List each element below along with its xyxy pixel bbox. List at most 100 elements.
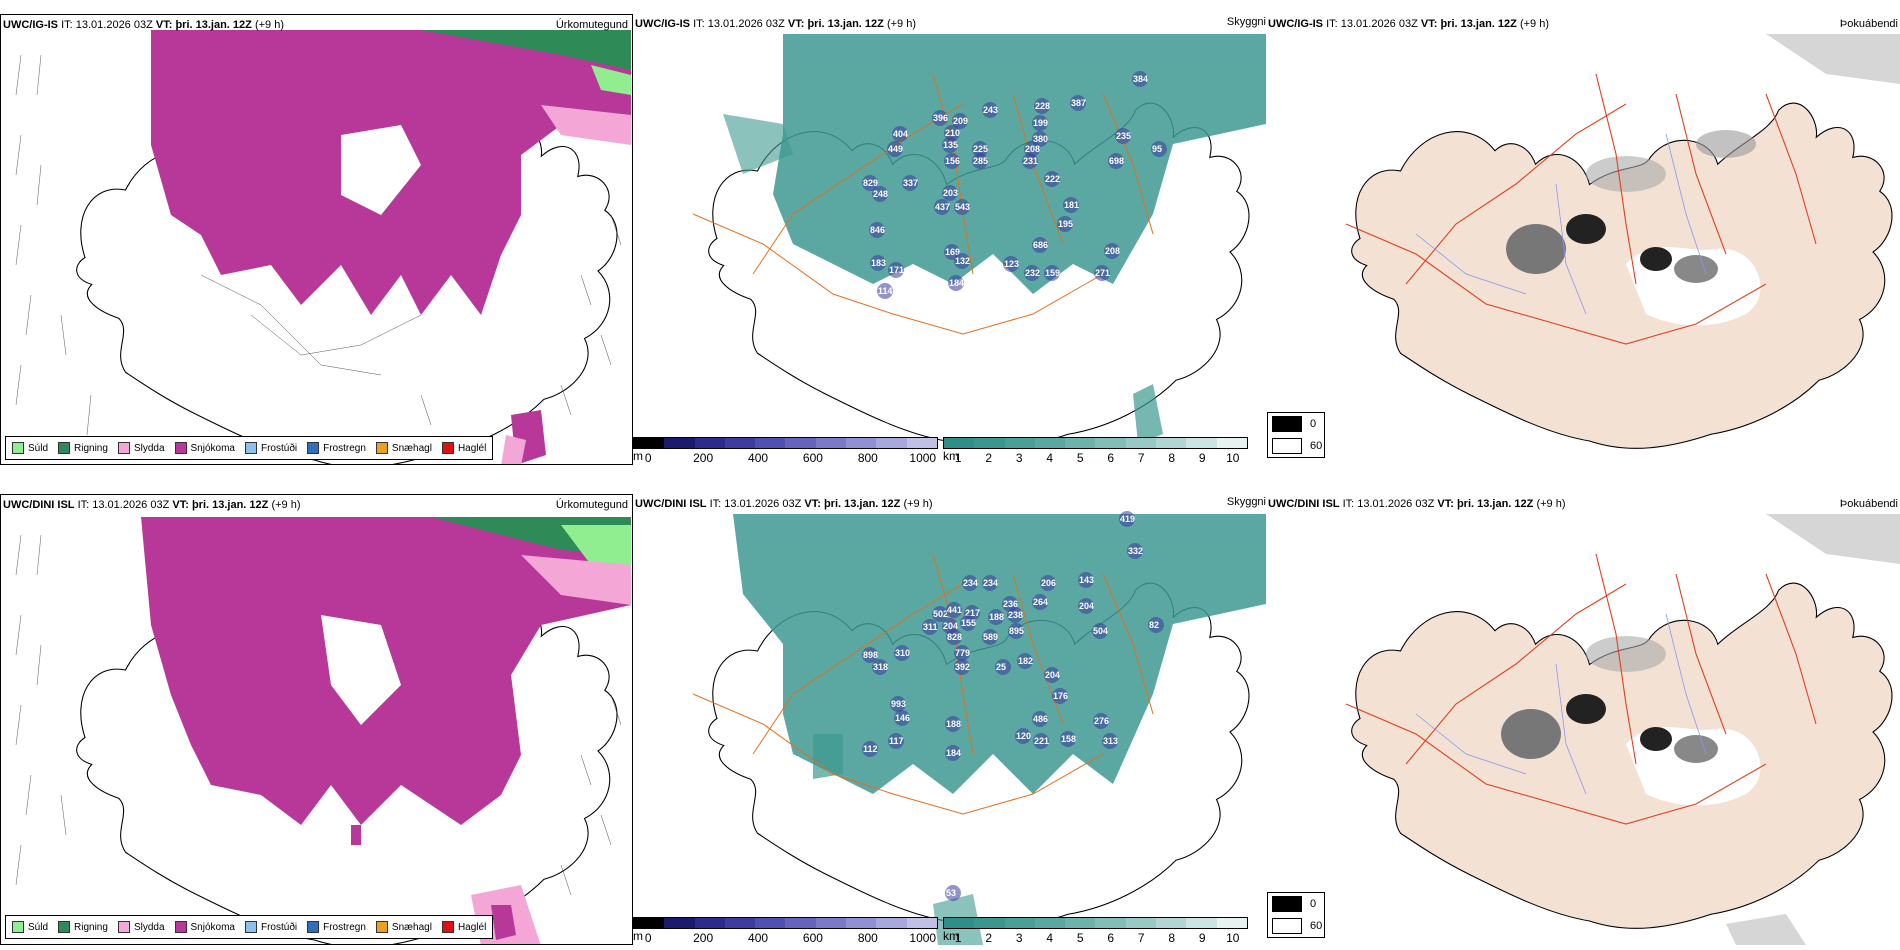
colorbar-cell: [785, 438, 816, 448]
visibility-value: 686: [1033, 240, 1048, 250]
legend-item-hail: Haglél: [441, 921, 486, 933]
low-cloud-marker: [1057, 216, 1073, 232]
visibility-value: 311: [923, 622, 938, 632]
visibility-value: 235: [1116, 131, 1131, 141]
low-cloud-marker: [894, 645, 910, 661]
low-cloud-marker: [944, 153, 960, 169]
visibility-value: 898: [863, 650, 878, 660]
colorbar-cell: [1034, 438, 1066, 448]
colorbar-tick: 5: [1076, 451, 1084, 465]
legend-item-sudd: Súld: [12, 921, 48, 933]
visibility-value: 285: [973, 156, 988, 166]
low-cloud-marker: [1078, 572, 1094, 588]
colorbar-tick: 3: [1015, 931, 1023, 945]
colorbar-cell: [876, 438, 907, 448]
legend-item-snow: Snjókoma: [174, 442, 235, 454]
precip-legend: Súld Rigning Slydda Snjókoma Frostúði Fr…: [5, 436, 494, 460]
visibility-colorbar: 1 2 3 4 5 6 7 8 9 10 km: [943, 917, 1248, 945]
colorbar-tick: 1: [954, 451, 962, 465]
fog-legend-row1: 0 60: [1267, 412, 1325, 458]
colorbar-cell: [815, 918, 847, 928]
visibility-value: 204: [943, 621, 958, 631]
legend-swatch: [375, 921, 388, 933]
visibility-value: 380: [1033, 134, 1048, 144]
colorbar-cell: [944, 438, 975, 448]
colorbar-cell: [974, 438, 1005, 448]
legend-item-sleet: Slydda: [117, 442, 165, 454]
low-cloud-marker: [945, 885, 961, 901]
precip-type-panel-row1: UWC/IG-IS IT: 13.01.2026 03Z VT: þri. 13…: [0, 14, 633, 465]
low-cloud-marker: [1024, 141, 1040, 157]
legend-swatch: [441, 921, 454, 933]
colorbar-tick: 2: [985, 451, 993, 465]
legend-swatch: [244, 442, 257, 454]
visibility-value: 155: [961, 618, 976, 628]
colorbar-tick: 6: [1107, 451, 1115, 465]
visibility-value: 234: [983, 578, 998, 588]
low-cloud-marker: [1148, 617, 1164, 633]
visibility-value: 276: [1094, 716, 1109, 726]
colorbar-tick: 600: [802, 931, 823, 945]
colorbar-cell: [694, 438, 725, 448]
visibility-value: 143: [1079, 575, 1094, 585]
low-cloud-marker: [954, 645, 970, 661]
low-cloud-marker: [932, 110, 948, 126]
legend-item-freezing-rain: Frostregn: [307, 442, 366, 454]
low-cloud-marker: [1032, 115, 1048, 131]
low-cloud-marker: [946, 602, 962, 618]
visibility-value: 222: [1045, 174, 1060, 184]
low-cloud-marker: [1119, 511, 1135, 527]
visibility-value: 232: [1025, 268, 1040, 278]
low-cloud-marker: [894, 710, 910, 726]
visibility-value: 95: [1152, 144, 1162, 154]
colorbar-cell: [1216, 918, 1247, 928]
colorbar-cell: [664, 918, 695, 928]
colorbar-cell: [1004, 438, 1035, 448]
colorbar-cell: [755, 438, 786, 448]
low-cloud-marker: [1151, 141, 1167, 157]
visibility-value: 589: [983, 632, 998, 642]
colorbar-cell: [1065, 438, 1096, 448]
visibility-value: 217: [965, 608, 980, 618]
low-cloud-marker: [888, 733, 904, 749]
panel-header: UWC/DINI ISL IT: 13.01.2026 03Z VT: þri.…: [1268, 498, 1566, 510]
low-cloud-marker: [982, 575, 998, 591]
visibility-value: 829: [863, 178, 878, 188]
low-cloud-marker: [995, 659, 1011, 675]
low-cloud-marker: [948, 275, 964, 291]
colorbar-cell: [634, 438, 665, 448]
visibility-value: 208: [1105, 246, 1120, 256]
colorbar-tick: 1: [954, 931, 962, 945]
visibility-value: 184: [946, 748, 961, 758]
colorbar-cell: [906, 918, 937, 928]
legend-swatch: [12, 921, 24, 933]
legend-swatch: [12, 442, 24, 454]
fog-swatch-white: [1272, 438, 1302, 454]
visibility-value: 195: [1058, 219, 1073, 229]
colorbar-cell: [1216, 438, 1247, 448]
low-cloud-marker: [962, 575, 978, 591]
visibility-value: 264: [1033, 597, 1048, 607]
low-cloud-marker: [952, 113, 968, 129]
visibility-value: 449: [888, 144, 903, 154]
visibility-value: 392: [955, 662, 970, 672]
colorbar-cell: [785, 918, 816, 928]
low-cloud-marker: [1078, 598, 1094, 614]
low-cloud-marker: [1060, 731, 1076, 747]
low-cloud-marker: [1063, 197, 1079, 213]
low-cloud-marker: [1003, 256, 1019, 272]
low-cloud-marker: [872, 186, 888, 202]
legend-swatch: [244, 921, 257, 933]
visibility-value: 206: [1041, 578, 1056, 588]
visibility-value: 203: [943, 188, 958, 198]
visibility-value: 184: [949, 278, 964, 288]
field-title: Skyggni: [1226, 16, 1266, 28]
visibility-value: 181: [1064, 200, 1079, 210]
colorbar-cell: [876, 918, 907, 928]
legend-item-snow-pellets: Snæhagl: [375, 921, 432, 933]
legend-swatch: [174, 921, 187, 933]
visibility-value: 209: [953, 116, 968, 126]
fog-map: [1345, 514, 1900, 945]
colorbar-tick: 0: [644, 931, 652, 945]
visibility-value: 698: [1109, 156, 1124, 166]
